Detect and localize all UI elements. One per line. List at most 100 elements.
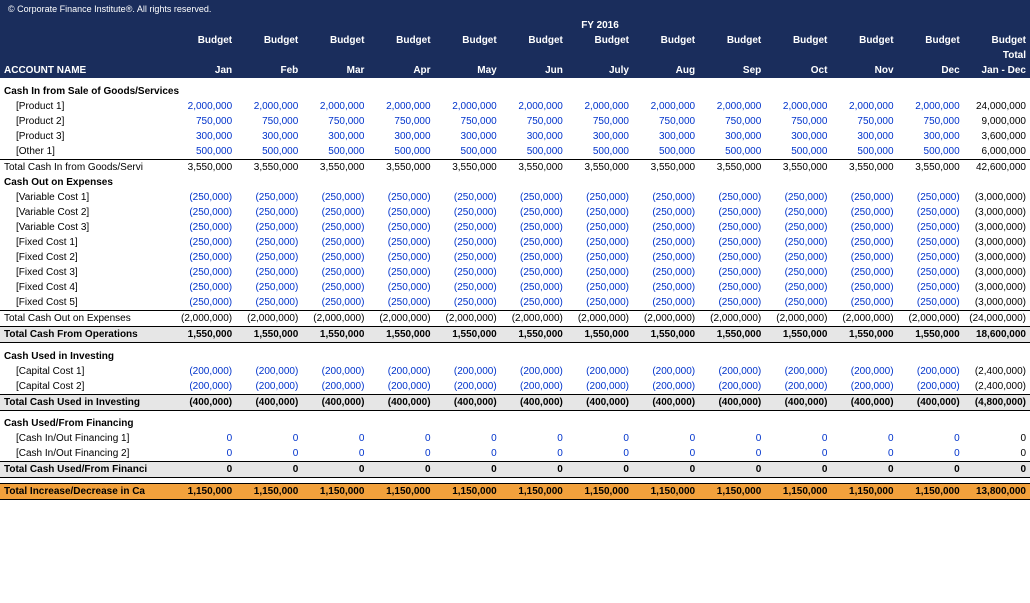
row-total: (3,000,000) <box>964 295 1030 311</box>
month-cell: (2,000,000) <box>831 311 897 327</box>
month-cell: 1,550,000 <box>302 327 368 343</box>
month-cell: (200,000) <box>765 379 831 395</box>
month-cell: 1,550,000 <box>368 327 434 343</box>
month-cell: (250,000) <box>831 250 897 265</box>
month-cell: 1,150,000 <box>170 484 236 500</box>
month-cell: 1,550,000 <box>831 327 897 343</box>
month-cell: 1,550,000 <box>435 327 501 343</box>
month-cell: (250,000) <box>765 235 831 250</box>
header-table: FY 2016 BudgetBudgetBudgetBudgetBudgetBu… <box>0 18 1030 78</box>
month-cell: (400,000) <box>699 394 765 410</box>
month-cell: (2,000,000) <box>765 311 831 327</box>
data-row: [Capital Cost 1](200,000)(200,000)(200,0… <box>0 364 1030 379</box>
month-cell: 0 <box>765 462 831 478</box>
month-cell: 1,550,000 <box>236 327 302 343</box>
month-cell: 300,000 <box>435 129 501 144</box>
month-cell: (250,000) <box>302 235 368 250</box>
month-cell: (250,000) <box>633 295 699 311</box>
month-cell: 0 <box>898 462 964 478</box>
month-cell: 0 <box>898 446 964 462</box>
month-cell: 300,000 <box>302 129 368 144</box>
row-total: (2,400,000) <box>964 379 1030 395</box>
month-cell: (200,000) <box>699 364 765 379</box>
month-cell: 2,000,000 <box>236 99 302 114</box>
month-cell: (250,000) <box>170 190 236 205</box>
month-cell: 500,000 <box>501 144 567 160</box>
month-cell: 0 <box>236 431 302 446</box>
month-cell: 0 <box>435 431 501 446</box>
row-total: 42,600,000 <box>964 160 1030 176</box>
month-cell: (250,000) <box>831 220 897 235</box>
month-cell: (200,000) <box>831 364 897 379</box>
month-cell: (400,000) <box>567 394 633 410</box>
section-title: Cash Used/From Financing <box>0 416 1030 431</box>
month-cell: 750,000 <box>368 114 434 129</box>
month-cell: (200,000) <box>368 379 434 395</box>
row-total: 18,600,000 <box>964 327 1030 343</box>
month-cell: (400,000) <box>501 394 567 410</box>
data-row: [Capital Cost 2](200,000)(200,000)(200,0… <box>0 379 1030 395</box>
month-cell: (250,000) <box>435 250 501 265</box>
data-row: [Fixed Cost 1](250,000)(250,000)(250,000… <box>0 235 1030 250</box>
month-cell: 0 <box>765 431 831 446</box>
month-cell: 3,550,000 <box>567 160 633 176</box>
month-cell: (250,000) <box>699 265 765 280</box>
month-cell: (250,000) <box>898 295 964 311</box>
month-cell: 0 <box>435 446 501 462</box>
month-cell: 2,000,000 <box>368 99 434 114</box>
month-cell: 0 <box>368 446 434 462</box>
month-cell: (250,000) <box>236 235 302 250</box>
month-cell: 1,550,000 <box>501 327 567 343</box>
month-cell: (250,000) <box>236 265 302 280</box>
data-row: [Fixed Cost 4](250,000)(250,000)(250,000… <box>0 280 1030 295</box>
month-cell: 1,550,000 <box>567 327 633 343</box>
month-cell: 750,000 <box>898 114 964 129</box>
month-cell: (250,000) <box>633 190 699 205</box>
month-cell: (200,000) <box>170 379 236 395</box>
total-row: Total Increase/Decrease in Ca1,150,0001,… <box>0 484 1030 500</box>
month-cell: (250,000) <box>170 250 236 265</box>
month-cell: 2,000,000 <box>567 99 633 114</box>
month-cell: 2,000,000 <box>170 99 236 114</box>
month-cell: (200,000) <box>831 379 897 395</box>
month-cell: (200,000) <box>170 364 236 379</box>
month-cell: 750,000 <box>765 114 831 129</box>
row-label: Total Cash Used/From Financi <box>0 462 170 478</box>
month-cell: (250,000) <box>170 280 236 295</box>
month-cell: (200,000) <box>633 364 699 379</box>
row-total: (3,000,000) <box>964 250 1030 265</box>
month-cell: (250,000) <box>567 265 633 280</box>
month-cell: (250,000) <box>501 295 567 311</box>
month-cell: (200,000) <box>501 379 567 395</box>
month-cell: (250,000) <box>699 235 765 250</box>
month-cell: (400,000) <box>831 394 897 410</box>
month-cell: 2,000,000 <box>633 99 699 114</box>
row-total: 0 <box>964 462 1030 478</box>
month-cell: (400,000) <box>898 394 964 410</box>
month-cell: 0 <box>765 446 831 462</box>
month-cell: 3,550,000 <box>435 160 501 176</box>
month-cell: 750,000 <box>302 114 368 129</box>
month-cell: (250,000) <box>898 190 964 205</box>
row-total: (3,000,000) <box>964 205 1030 220</box>
month-cell: 1,150,000 <box>236 484 302 500</box>
month-cell: (400,000) <box>170 394 236 410</box>
month-cell: 1,150,000 <box>435 484 501 500</box>
month-cell: 0 <box>170 446 236 462</box>
row-total: (3,000,000) <box>964 190 1030 205</box>
month-cell: (250,000) <box>831 265 897 280</box>
month-cell: 500,000 <box>302 144 368 160</box>
row-label: [Capital Cost 2] <box>0 379 170 395</box>
month-cell: (200,000) <box>302 364 368 379</box>
month-cell: (2,000,000) <box>435 311 501 327</box>
month-cell: (250,000) <box>435 235 501 250</box>
month-cell: (250,000) <box>368 235 434 250</box>
month-cell: (250,000) <box>898 235 964 250</box>
month-cell: (2,000,000) <box>170 311 236 327</box>
month-cell: (250,000) <box>765 295 831 311</box>
month-cell: 1,150,000 <box>302 484 368 500</box>
month-cell: 3,550,000 <box>368 160 434 176</box>
row-label: [Cash In/Out Financing 1] <box>0 431 170 446</box>
month-cell: (250,000) <box>170 220 236 235</box>
data-row: [Variable Cost 2](250,000)(250,000)(250,… <box>0 205 1030 220</box>
